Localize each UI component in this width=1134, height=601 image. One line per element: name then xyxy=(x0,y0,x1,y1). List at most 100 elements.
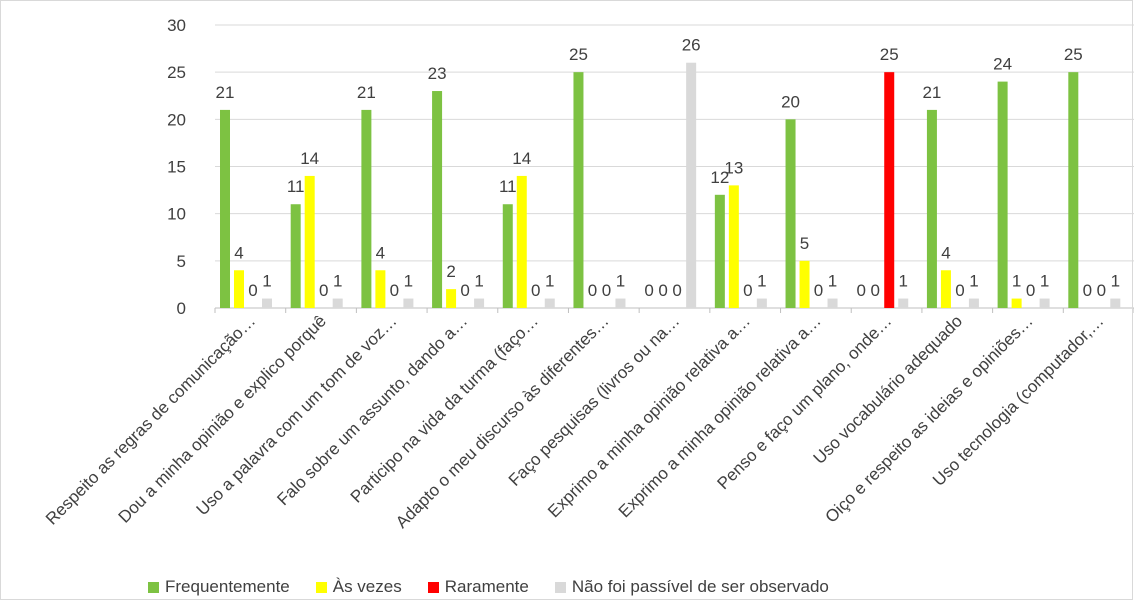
data-label: 0 xyxy=(1097,281,1106,300)
bar xyxy=(220,109,230,309)
data-label: 0 xyxy=(955,281,964,300)
data-label: 1 xyxy=(1111,272,1120,291)
bar xyxy=(1068,72,1079,309)
legend-item-nao-observado: Não foi passível de ser observado xyxy=(554,577,829,597)
legend-swatch-nao-observado xyxy=(554,581,566,593)
data-label: 24 xyxy=(993,55,1012,74)
data-label: 1 xyxy=(333,272,342,291)
data-label: 26 xyxy=(682,36,701,55)
legend-item-frequentemente: Frequentemente xyxy=(148,577,290,597)
data-label: 1 xyxy=(545,272,554,291)
data-label: 14 xyxy=(300,149,319,168)
bar xyxy=(728,185,739,308)
bar xyxy=(940,270,951,308)
data-label: 1 xyxy=(616,272,625,291)
y-tick-label: 20 xyxy=(167,110,186,129)
data-label: 0 xyxy=(1026,281,1035,300)
bar xyxy=(799,260,810,308)
data-label: 0 xyxy=(588,281,597,300)
data-label: 25 xyxy=(880,45,899,64)
data-label: 5 xyxy=(800,234,809,253)
legend-swatch-raramente xyxy=(427,581,439,593)
data-label: 11 xyxy=(499,177,517,196)
bar xyxy=(375,270,386,308)
legend-label-raramente: Raramente xyxy=(444,577,529,596)
bar xyxy=(474,298,485,308)
bar xyxy=(332,298,343,308)
bar xyxy=(234,270,244,308)
bar xyxy=(968,298,979,308)
data-label: 12 xyxy=(710,168,729,187)
data-label: 0 xyxy=(248,281,257,300)
bar xyxy=(926,109,937,309)
y-tick-label: 25 xyxy=(167,63,186,82)
data-label: 0 xyxy=(531,281,540,300)
data-label: 4 xyxy=(941,243,950,262)
data-label: 0 xyxy=(390,281,399,300)
bar xyxy=(262,298,272,308)
bar xyxy=(446,289,457,308)
data-label: 0 xyxy=(856,281,865,300)
bar xyxy=(361,109,372,309)
legend-item-raramente: Raramente xyxy=(427,577,529,597)
data-label: 20 xyxy=(781,92,800,111)
bar xyxy=(304,175,315,308)
data-label: 0 xyxy=(743,281,752,300)
data-label: 1 xyxy=(1012,272,1021,291)
data-label: 0 xyxy=(672,281,681,300)
bar xyxy=(898,298,909,308)
bar xyxy=(686,62,697,308)
data-label: 1 xyxy=(969,272,978,291)
data-label: 0 xyxy=(644,281,653,300)
x-category-label: Uso vocabulário adequado xyxy=(810,311,966,467)
legend-swatch-as-vezes xyxy=(315,581,327,593)
data-label: 0 xyxy=(460,281,469,300)
data-label: 1 xyxy=(757,272,766,291)
data-label: 14 xyxy=(512,149,531,168)
bar xyxy=(290,204,301,308)
data-label: 1 xyxy=(1040,272,1049,291)
data-label: 4 xyxy=(234,243,243,262)
bar xyxy=(403,298,414,308)
data-label: 0 xyxy=(602,281,611,300)
data-label: 0 xyxy=(870,281,879,300)
data-label: 0 xyxy=(658,281,667,300)
data-label: 0 xyxy=(814,281,823,300)
bar xyxy=(827,298,838,308)
data-label: 25 xyxy=(569,45,588,64)
bar xyxy=(516,175,527,308)
bar xyxy=(884,72,895,309)
legend-label-nao-observado: Não foi passível de ser observado xyxy=(571,577,829,596)
data-label: 2 xyxy=(446,262,455,281)
y-tick-label: 30 xyxy=(167,16,186,35)
bar xyxy=(615,298,626,308)
data-label: 13 xyxy=(724,158,743,177)
bar xyxy=(544,298,555,308)
legend-label-as-vezes: Às vezes xyxy=(332,577,402,596)
legend-item-as-vezes: Às vezes xyxy=(315,577,402,597)
data-label: 1 xyxy=(262,272,271,291)
bar xyxy=(1110,298,1121,308)
bar xyxy=(1039,298,1050,308)
data-label: 21 xyxy=(922,83,941,102)
bar xyxy=(714,194,725,308)
data-label: 25 xyxy=(1064,45,1083,64)
data-label: 4 xyxy=(376,243,385,262)
data-label: 1 xyxy=(404,272,413,291)
legend-label-frequentemente: Frequentemente xyxy=(165,577,290,596)
bar xyxy=(785,119,796,308)
bar xyxy=(997,81,1008,308)
data-label: 21 xyxy=(357,83,376,102)
bar xyxy=(1011,298,1022,308)
bar xyxy=(756,298,767,308)
data-label: 0 xyxy=(1083,281,1092,300)
bar xyxy=(573,72,584,309)
data-label: 1 xyxy=(828,272,837,291)
data-label: 1 xyxy=(474,272,483,291)
data-label: 11 xyxy=(287,177,305,196)
data-label: 21 xyxy=(216,83,235,102)
data-label: 1 xyxy=(898,272,907,291)
data-label: 0 xyxy=(319,281,328,300)
legend-swatch-frequentemente xyxy=(148,581,159,593)
